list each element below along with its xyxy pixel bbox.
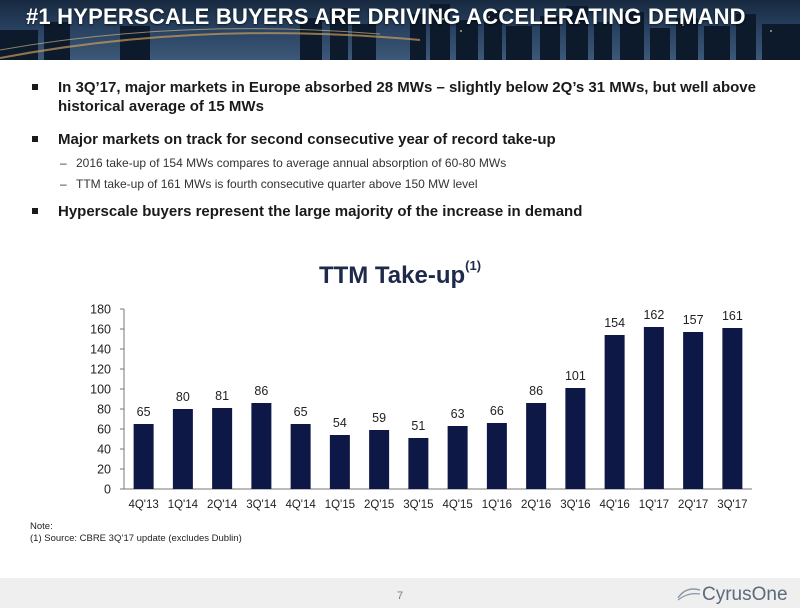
y-tick-label: 140 bbox=[90, 343, 111, 357]
data-label: 51 bbox=[411, 419, 425, 433]
bar bbox=[172, 409, 193, 489]
y-tick-label: 100 bbox=[90, 383, 111, 397]
y-tick-label: 180 bbox=[90, 303, 111, 317]
bar bbox=[447, 426, 468, 489]
bullet-item: In 3Q’17, major markets in Europe absorb… bbox=[30, 78, 790, 116]
x-tick-label: 2Q'14 bbox=[207, 499, 238, 511]
x-tick-label: 4Q'13 bbox=[128, 499, 158, 511]
bullet-item: Major markets on track for second consec… bbox=[30, 130, 790, 149]
logo-swoosh-icon bbox=[677, 588, 701, 601]
data-label: 162 bbox=[643, 308, 664, 322]
bullet-list: In 3Q’17, major markets in Europe absorb… bbox=[30, 78, 790, 221]
note-label: Note: bbox=[30, 521, 53, 532]
bar-chart: 0 20 40 60 80 100 120 140 160 180 65 4Q'13 80 1Q'14 81… bbox=[90, 303, 752, 511]
page-title: #1 HYPERSCALE BUYERS ARE DRIVING ACCELER… bbox=[26, 4, 746, 29]
bullet-marker bbox=[32, 84, 38, 90]
data-label: 154 bbox=[604, 316, 625, 330]
x-tick-label: 3Q'15 bbox=[403, 499, 433, 511]
data-label: 157 bbox=[683, 313, 704, 327]
x-tick-label: 3Q'17 bbox=[717, 499, 747, 511]
sub-bullet-text: TTM take-up of 161 MWs is fourth consecu… bbox=[76, 177, 478, 191]
sub-bullet-item: – TTM take-up of 161 MWs is fourth conse… bbox=[30, 176, 790, 192]
chart-title-text: TTM Take-up bbox=[318, 262, 466, 289]
y-tick-label: 40 bbox=[97, 443, 111, 457]
y-tick-label: 60 bbox=[97, 423, 111, 437]
sub-bullet-dash: – bbox=[60, 177, 67, 191]
data-label: 86 bbox=[529, 384, 543, 398]
y-tick-label: 20 bbox=[97, 463, 111, 477]
x-tick-label: 2Q'15 bbox=[364, 499, 394, 511]
y-tick-label: 0 bbox=[104, 483, 111, 497]
data-label: 59 bbox=[372, 411, 386, 425]
y-tick-label: 120 bbox=[90, 363, 111, 377]
sub-bullet-dash: – bbox=[60, 156, 67, 170]
page-number: 7 bbox=[396, 590, 404, 602]
footnote: Note: (1) Source: CBRE 3Q’17 update (exc… bbox=[30, 521, 242, 545]
bar bbox=[565, 388, 586, 489]
data-label: 54 bbox=[333, 416, 347, 430]
y-tick-label: 160 bbox=[90, 323, 111, 337]
footer-bar bbox=[0, 578, 800, 608]
cyrusone-logo: CyrusOne bbox=[676, 584, 788, 606]
bar bbox=[486, 423, 507, 489]
bar bbox=[526, 403, 547, 489]
data-label: 86 bbox=[254, 384, 268, 398]
bar bbox=[133, 424, 154, 489]
bar bbox=[251, 403, 272, 489]
x-tick-label: 1Q'16 bbox=[482, 499, 512, 511]
bar bbox=[722, 328, 743, 489]
x-tick-label: 2Q'16 bbox=[521, 499, 551, 511]
bar bbox=[290, 424, 311, 489]
x-tick-label: 1Q'17 bbox=[639, 499, 669, 511]
data-label: 161 bbox=[722, 309, 743, 323]
x-tick-label: 3Q'16 bbox=[560, 499, 590, 511]
x-tick-label: 1Q'15 bbox=[325, 499, 355, 511]
bullet-text: Major markets on track for second consec… bbox=[58, 131, 556, 148]
data-label: 80 bbox=[176, 390, 190, 404]
x-tick-label: 2Q'17 bbox=[678, 499, 708, 511]
data-label: 65 bbox=[294, 405, 308, 419]
data-label: 65 bbox=[137, 405, 151, 419]
bullet-item: Hyperscale buyers represent the large ma… bbox=[30, 202, 790, 221]
bar bbox=[369, 430, 390, 489]
x-tick-label: 1Q'14 bbox=[168, 499, 199, 511]
x-tick-label: 3Q'14 bbox=[246, 499, 277, 511]
x-tick-label: 4Q'14 bbox=[285, 499, 316, 511]
city-skyline-image bbox=[0, 4, 800, 60]
x-tick-label: 4Q'15 bbox=[442, 499, 472, 511]
chart-title-footnote-ref: (1) bbox=[465, 258, 482, 273]
data-label: 66 bbox=[490, 404, 504, 418]
data-label: 63 bbox=[451, 407, 465, 421]
chart-title: TTM Take-up(1) bbox=[0, 258, 800, 290]
bar bbox=[604, 335, 625, 489]
header-banner: #1 HYPERSCALE BUYERS ARE DRIVING ACCELER… bbox=[0, 0, 800, 60]
sub-bullet-item: – 2016 take-up of 154 MWs compares to av… bbox=[30, 155, 790, 171]
logo-text: CyrusOne bbox=[702, 584, 788, 605]
x-tick-label: 4Q'16 bbox=[599, 499, 629, 511]
sub-bullet-text: 2016 take-up of 154 MWs compares to aver… bbox=[76, 156, 507, 170]
data-label: 101 bbox=[565, 369, 586, 383]
bullet-marker bbox=[32, 136, 38, 142]
bar bbox=[408, 438, 429, 489]
bar bbox=[643, 327, 664, 489]
bullet-marker bbox=[32, 208, 38, 214]
bar bbox=[329, 435, 350, 489]
bar bbox=[683, 332, 704, 489]
note-source: (1) Source: CBRE 3Q’17 update (excludes … bbox=[30, 533, 242, 544]
bullet-text: In 3Q’17, major markets in Europe absorb… bbox=[58, 79, 756, 115]
bullet-text: Hyperscale buyers represent the large ma… bbox=[58, 203, 583, 220]
y-tick-label: 80 bbox=[97, 403, 111, 417]
bar bbox=[212, 408, 233, 489]
data-label: 81 bbox=[215, 389, 229, 403]
